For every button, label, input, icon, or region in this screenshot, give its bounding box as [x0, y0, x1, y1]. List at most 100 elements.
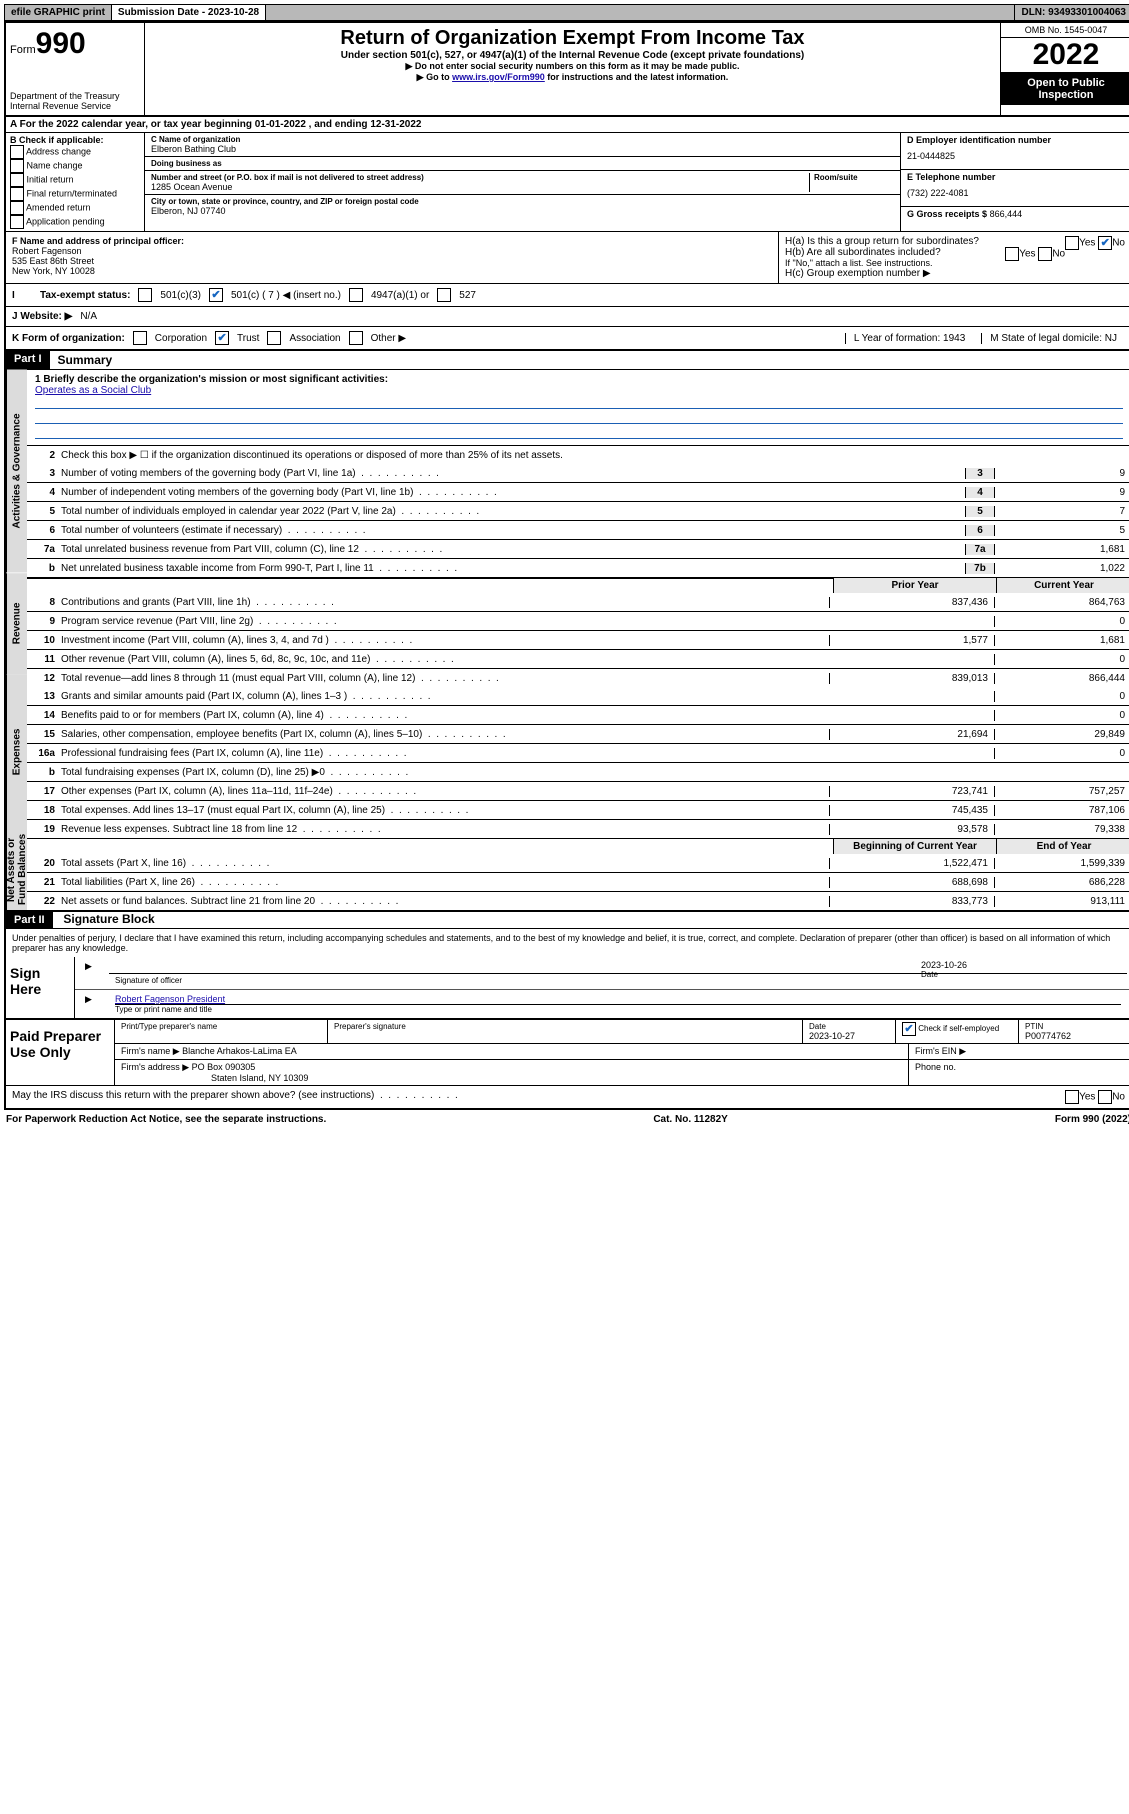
org-name-box: C Name of organization Elberon Bathing C… — [145, 133, 900, 157]
part1-header-row: Part I Summary — [6, 351, 1129, 370]
prep-date-label: Date — [809, 1022, 889, 1031]
paid-label: Paid Preparer Use Only — [6, 1020, 114, 1085]
side-netassets: Net Assets or Fund Balances — [6, 829, 27, 910]
city-value: Elberon, NJ 07740 — [151, 206, 894, 216]
addr-value: 1285 Ocean Avenue — [151, 182, 809, 192]
part2-badge: Part II — [6, 912, 53, 928]
gov-line-6: 6Total number of volunteers (estimate if… — [27, 520, 1129, 539]
k-org-row: K Form of organization: Corporation Trus… — [6, 327, 1129, 351]
officer-print-name: Robert Fagenson President — [115, 994, 1121, 1004]
exp-lines-14: 14Benefits paid to or for members (Part … — [27, 705, 1129, 724]
col-c-org-info: C Name of organization Elberon Bathing C… — [145, 133, 900, 231]
exp-lines-13: 13Grants and similar amounts paid (Part … — [27, 687, 1129, 705]
chk-final-return[interactable]: Final return/terminated — [10, 187, 140, 201]
side-revenue: Revenue — [6, 573, 27, 674]
officer-name: Robert Fagenson — [12, 246, 772, 256]
discuss-no[interactable] — [1098, 1090, 1112, 1104]
tel-label: E Telephone number — [907, 172, 1125, 182]
form-container: Form990 Department of the Treasury Inter… — [4, 21, 1129, 1110]
officer-addr1: 535 East 86th Street — [12, 256, 772, 266]
tel-value: (732) 222-4081 — [907, 182, 1125, 204]
chk-name-change[interactable]: Name change — [10, 159, 140, 173]
year-formation: L Year of formation: 1943 — [845, 333, 973, 344]
chk-amended[interactable]: Amended return — [10, 201, 140, 215]
firm-ein-label: Firm's EIN ▶ — [909, 1044, 1129, 1059]
gov-line-7a: 7aTotal unrelated business revenue from … — [27, 539, 1129, 558]
part1-lines: 1 Briefly describe the organization's mi… — [27, 370, 1129, 910]
discuss-text: May the IRS discuss this return with the… — [12, 1090, 374, 1104]
footer-left: For Paperwork Reduction Act Notice, see … — [6, 1114, 326, 1125]
date-label: Date — [921, 970, 1121, 979]
page-footer: For Paperwork Reduction Act Notice, see … — [4, 1110, 1129, 1129]
paid-preparer-section: Paid Preparer Use Only Print/Type prepar… — [6, 1019, 1129, 1085]
tax-year: 2022 — [1001, 38, 1129, 73]
room-label: Room/suite — [814, 173, 894, 182]
irs-link[interactable]: www.irs.gov/Form990 — [452, 72, 545, 82]
city-label: City or town, state or province, country… — [151, 197, 894, 206]
ptin-label: PTIN — [1025, 1022, 1125, 1031]
ptin-value: P00774762 — [1025, 1031, 1125, 1041]
group-return: H(a) Is this a group return for subordin… — [779, 232, 1129, 283]
col-b-checkboxes: B Check if applicable: Address change Na… — [6, 133, 145, 231]
org-name: Elberon Bathing Club — [151, 144, 894, 154]
addr-label: Number and street (or P.O. box if mail i… — [151, 173, 809, 182]
chk-address-change[interactable]: Address change — [10, 145, 140, 159]
discuss-row: May the IRS discuss this return with the… — [6, 1085, 1129, 1108]
part1-body: Activities & Governance Revenue Expenses… — [6, 370, 1129, 912]
exp-lines-16a: 16aProfessional fundraising fees (Part I… — [27, 743, 1129, 762]
line2-text: Check this box ▶ ☐ if the organization d… — [61, 448, 1129, 463]
rev-lines-10: 10Investment income (Part VIII, column (… — [27, 630, 1129, 649]
gross-value: 866,444 — [990, 209, 1023, 219]
net-headers: Beginning of Current Year End of Year — [27, 838, 1129, 854]
exp-lines-15: 15Salaries, other compensation, employee… — [27, 724, 1129, 743]
officer-name-label: Type or print name and title — [115, 1004, 1121, 1014]
omb-number: OMB No. 1545-0047 — [1001, 23, 1129, 38]
form-title: Return of Organization Exempt From Incom… — [149, 27, 996, 50]
line1-value: Operates as a Social Club — [35, 385, 151, 396]
net-lines-22: 22Net assets or fund balances. Subtract … — [27, 891, 1129, 910]
officer-row: F Name and address of principal officer:… — [6, 232, 1129, 284]
chk-initial-return[interactable]: Initial return — [10, 173, 140, 187]
dba-box: Doing business as — [145, 157, 900, 171]
ein-value: 21-0444825 — [907, 145, 1125, 167]
gov-line-3: 3Number of voting members of the governi… — [27, 464, 1129, 482]
col-prior-year: Prior Year — [833, 578, 996, 593]
ha-row: H(a) Is this a group return for subordin… — [785, 236, 1125, 247]
col-b-header: B Check if applicable: — [10, 135, 140, 145]
chk-corp[interactable] — [133, 331, 147, 345]
firm-addr2: Staten Island, NY 10309 — [211, 1073, 308, 1083]
ein-label: D Employer identification number — [907, 135, 1125, 145]
part1-title: Summary — [50, 351, 121, 369]
part2-header-row: Part II Signature Block — [6, 912, 1129, 928]
chk-pending[interactable]: Application pending — [10, 215, 140, 229]
firm-name: Blanche Arhakos-LaLima EA — [182, 1046, 297, 1056]
open-public: Open to Public Inspection — [1001, 73, 1129, 105]
prep-sig-label: Preparer's signature — [334, 1022, 796, 1031]
form-subtitle: Under section 501(c), 527, or 4947(a)(1)… — [149, 50, 996, 61]
phone-label: Phone no. — [909, 1060, 1129, 1085]
chk-501c3[interactable] — [138, 288, 152, 302]
chk-4947[interactable] — [349, 288, 363, 302]
efile-label[interactable]: efile GRAPHIC print — [5, 5, 112, 20]
rev-lines-11: 11Other revenue (Part VIII, column (A), … — [27, 649, 1129, 668]
col-end-year: End of Year — [996, 839, 1129, 854]
footer-cat: Cat. No. 11282Y — [653, 1114, 727, 1125]
firm-addr1: PO Box 090305 — [192, 1062, 256, 1072]
chk-trust[interactable] — [215, 331, 229, 345]
gross-label: G Gross receipts $ — [907, 209, 987, 219]
chk-assoc[interactable] — [267, 331, 281, 345]
officer-info: F Name and address of principal officer:… — [6, 232, 779, 283]
chk-527[interactable] — [437, 288, 451, 302]
chk-other[interactable] — [349, 331, 363, 345]
line1-label: 1 Briefly describe the organization's mi… — [35, 374, 1123, 385]
sign-here-label: Sign Here — [6, 957, 74, 1018]
city-box: City or town, state or province, country… — [145, 195, 900, 218]
discuss-yes[interactable] — [1065, 1090, 1079, 1104]
col-current-year: Current Year — [996, 578, 1129, 593]
state-domicile: M State of legal domicile: NJ — [981, 333, 1125, 344]
firm-addr-label: Firm's address ▶ — [121, 1062, 189, 1072]
top-bar: efile GRAPHIC print Submission Date - 20… — [4, 4, 1129, 21]
officer-label: F Name and address of principal officer: — [12, 236, 772, 246]
hc-row: H(c) Group exemption number ▶ — [785, 268, 1125, 279]
chk-501c[interactable] — [209, 288, 223, 302]
